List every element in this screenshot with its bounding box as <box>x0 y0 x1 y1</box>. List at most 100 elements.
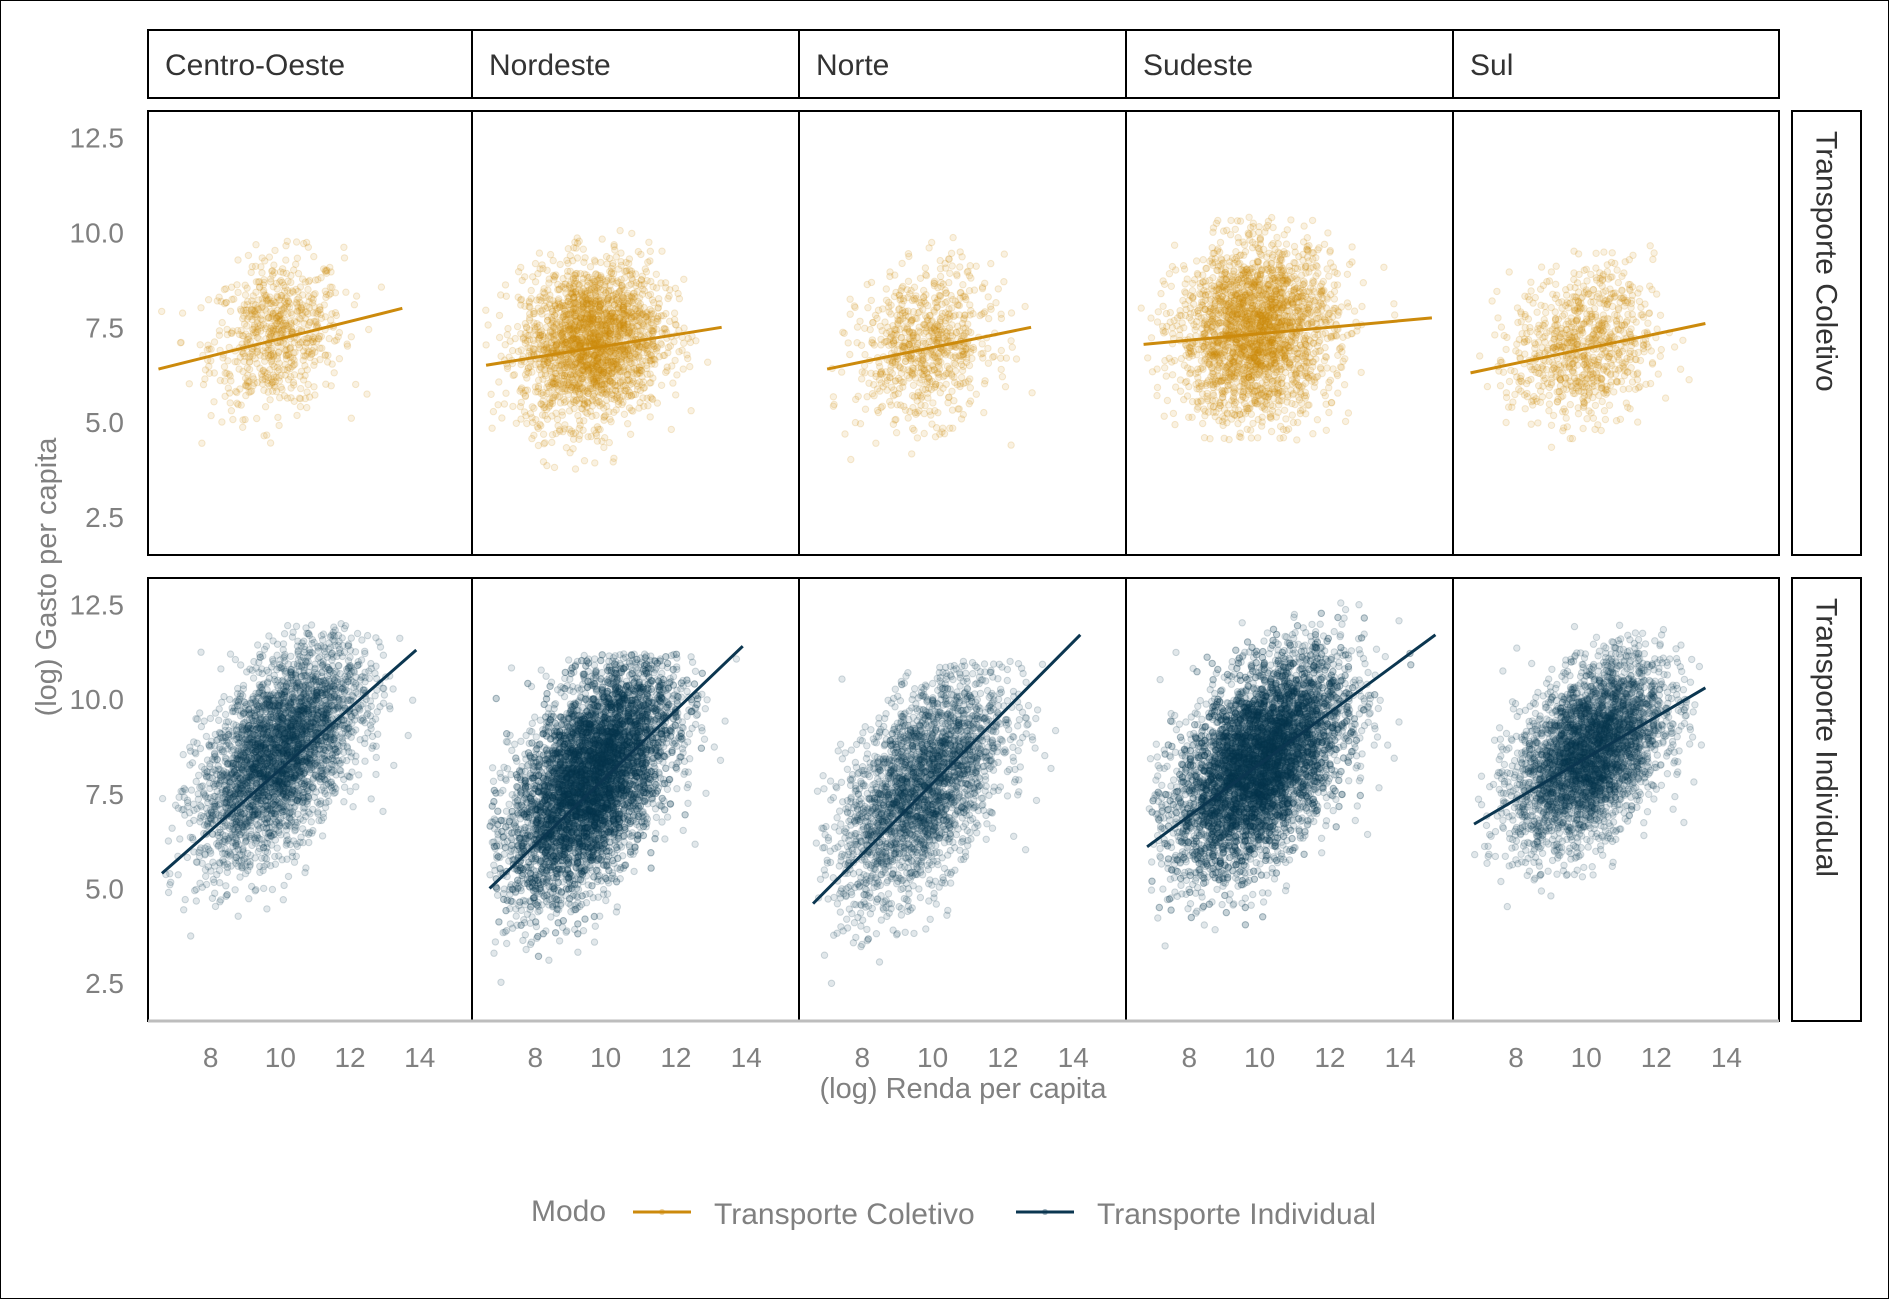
data-point <box>621 411 627 417</box>
data-point <box>517 403 523 409</box>
data-point <box>606 331 612 337</box>
data-point <box>656 301 662 307</box>
data-point <box>236 366 242 372</box>
data-point <box>336 356 342 362</box>
data-point <box>271 262 277 268</box>
data-point <box>630 295 636 301</box>
data-point <box>297 403 303 409</box>
data-point <box>580 293 586 299</box>
data-point <box>279 279 285 285</box>
data-point <box>584 333 590 339</box>
data-point <box>221 364 227 370</box>
data-point <box>953 329 959 335</box>
data-point <box>219 419 225 425</box>
data-point <box>875 307 881 313</box>
data-point <box>547 251 553 257</box>
row-strip-label: Transporte Coletivo <box>1810 131 1843 392</box>
data-point <box>1001 279 1007 285</box>
data-point <box>1294 437 1300 443</box>
data-point <box>1341 382 1347 388</box>
data-point <box>559 321 565 327</box>
data-point <box>553 392 559 398</box>
data-point <box>540 431 546 437</box>
data-point <box>227 400 233 406</box>
data-point <box>584 362 590 368</box>
data-point <box>962 379 968 385</box>
data-point <box>932 327 938 333</box>
data-point <box>266 296 272 302</box>
data-point <box>559 332 565 338</box>
data-point <box>902 318 908 324</box>
data-point <box>304 309 310 315</box>
data-point <box>278 384 284 390</box>
data-point <box>496 379 502 385</box>
data-point <box>854 340 860 346</box>
data-point <box>199 440 205 446</box>
data-point <box>305 244 311 250</box>
data-point <box>614 356 620 362</box>
data-point <box>637 399 643 405</box>
data-point <box>1163 373 1169 379</box>
data-point <box>625 421 631 427</box>
data-point <box>866 380 872 386</box>
data-point <box>926 333 932 339</box>
data-point <box>519 277 525 283</box>
data-point <box>581 259 587 265</box>
data-point <box>888 302 894 308</box>
data-point <box>589 413 595 419</box>
column-strips: Centro-Oeste Nordeste Norte Sudeste Sul <box>148 30 1779 98</box>
data-point <box>264 370 270 376</box>
data-point <box>910 382 916 388</box>
data-point <box>680 366 686 372</box>
data-point <box>618 322 624 328</box>
data-point <box>574 240 580 246</box>
data-point <box>637 301 643 307</box>
data-point <box>551 464 557 470</box>
data-point <box>596 334 602 340</box>
data-point <box>1268 428 1274 434</box>
data-point <box>490 408 496 414</box>
data-point <box>648 394 654 400</box>
data-point <box>326 335 332 341</box>
data-point <box>628 407 634 413</box>
data-point <box>254 415 260 421</box>
data-point <box>268 359 274 365</box>
data-point <box>590 392 596 398</box>
data-point <box>950 296 956 302</box>
data-point <box>254 316 260 322</box>
data-point <box>641 281 647 287</box>
data-point <box>343 289 349 295</box>
data-point <box>288 310 294 316</box>
data-point <box>604 261 610 267</box>
data-point <box>256 336 262 342</box>
data-point <box>895 362 901 368</box>
data-point <box>208 412 214 418</box>
data-point <box>954 271 960 277</box>
data-point <box>294 255 300 261</box>
data-point <box>1200 257 1206 263</box>
data-point <box>625 300 631 306</box>
data-point <box>561 382 567 388</box>
data-point <box>685 355 691 361</box>
data-point <box>944 299 950 305</box>
data-point <box>548 321 554 327</box>
data-point <box>853 396 859 402</box>
data-point <box>862 406 868 412</box>
data-point <box>645 348 651 354</box>
data-point <box>539 412 545 418</box>
data-point <box>960 282 966 288</box>
data-point <box>988 260 994 266</box>
data-point <box>925 302 931 308</box>
data-point <box>524 420 530 426</box>
data-point <box>982 378 988 384</box>
data-point <box>999 374 1005 380</box>
data-point <box>568 355 574 361</box>
data-point <box>674 372 680 378</box>
data-point <box>312 358 318 364</box>
data-point <box>911 427 917 433</box>
data-point <box>225 358 231 364</box>
data-point <box>873 440 879 446</box>
data-point <box>629 323 635 329</box>
data-point <box>901 379 907 385</box>
data-point <box>560 428 566 434</box>
